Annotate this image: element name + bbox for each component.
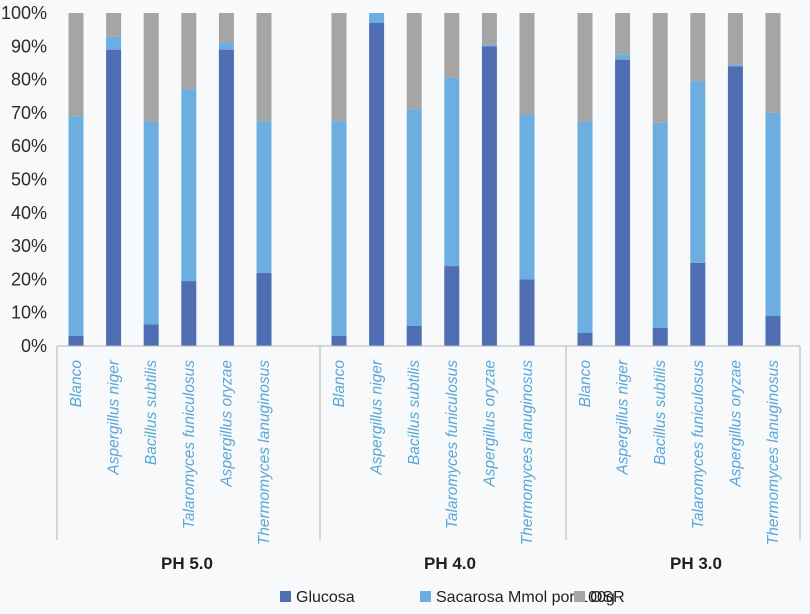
bar-segment-glucosa <box>652 327 668 346</box>
bar-segment-sacarosa <box>106 36 122 50</box>
bar-segment-sacarosa <box>218 42 234 50</box>
y-tick-label: 60% <box>11 136 47 156</box>
bar-segment-osr <box>690 13 706 82</box>
bar-segment-sacarosa <box>577 121 593 333</box>
x-axis: Blanco Aspergillus niger Bacillus subtilis… <box>56 345 801 573</box>
category-label: Blanco <box>68 360 85 408</box>
category-label: Talaromyces funiculosus <box>181 360 198 529</box>
bar-segment-osr <box>181 13 197 90</box>
bar-segment-glucosa <box>765 316 781 346</box>
bar-segment-glucosa <box>106 49 122 346</box>
category-label: Thermomyces lanuginosus <box>256 360 273 545</box>
y-tick-label: 0% <box>21 336 47 356</box>
bar-segment-glucosa <box>181 281 197 346</box>
bar-segment-osr <box>444 13 460 78</box>
legend-label: Glucosa <box>296 589 355 606</box>
bar-segment-glucosa <box>369 22 385 347</box>
bar-segment-sacarosa <box>369 13 385 23</box>
bar-segment-osr <box>727 13 743 65</box>
bar-segment-glucosa <box>406 326 422 346</box>
category-label: Aspergillus oryzae <box>218 360 235 488</box>
bar-segment-osr <box>143 13 159 122</box>
bar-segment-sacarosa <box>331 121 347 337</box>
category-label: Bacillus subtilis <box>143 360 160 465</box>
bar-segment-osr <box>615 13 631 55</box>
bar-segment-osr <box>106 13 122 37</box>
category-label: Thermomyces lanuginosus <box>765 360 782 545</box>
bar-segment-osr <box>68 13 84 117</box>
group-label: PH 4.0 <box>424 554 476 573</box>
bar-segment-sacarosa <box>444 77 460 267</box>
bar-segment-sacarosa <box>143 121 159 325</box>
y-tick-label: 20% <box>11 269 47 289</box>
category-label: Talaromyces funiculosus <box>444 360 461 529</box>
bar-segment-glucosa <box>68 336 84 346</box>
legend-swatch <box>280 591 291 602</box>
legend-swatch <box>420 591 431 602</box>
bar-segment-sacarosa <box>256 121 272 273</box>
bar-segment-osr <box>519 13 535 115</box>
bar-segment-sacarosa <box>690 81 706 263</box>
group-label: PH 5.0 <box>161 554 213 573</box>
bar-segment-glucosa <box>256 272 272 346</box>
bar-segment-osr <box>406 13 422 110</box>
bar-segment-sacarosa <box>615 54 631 60</box>
bar-segment-glucosa <box>690 262 706 346</box>
bar-segment-glucosa <box>218 49 234 346</box>
bar-segment-sacarosa <box>481 44 497 47</box>
bar-segment-sacarosa <box>519 114 535 280</box>
bar-segment-osr <box>481 13 497 45</box>
category-label: Aspergillus niger <box>106 359 123 475</box>
bar-segment-glucosa <box>577 332 593 346</box>
category-label: Blanco <box>331 360 348 408</box>
bar-segment-glucosa <box>481 46 497 347</box>
y-tick-label: 50% <box>11 170 47 190</box>
bar-segment-sacarosa <box>652 122 668 328</box>
bar-segment-osr <box>331 13 347 122</box>
y-tick-label: 90% <box>11 36 47 56</box>
y-tick-label: 10% <box>11 303 47 323</box>
category-label: Thermomyces lanuginosus <box>519 360 536 545</box>
y-axis: 0% 10% 20% 30% 40% 50% 60% 70% 80% 90% 100% <box>1 3 47 356</box>
y-tick-label: 40% <box>11 203 47 223</box>
legend-label: Sacarosa Mmol por 100g <box>436 589 615 606</box>
bar-segment-sacarosa <box>181 89 197 282</box>
bar-segment-sacarosa <box>765 112 781 317</box>
y-tick-label: 30% <box>11 236 47 256</box>
category-label: Bacillus subtilis <box>406 360 423 465</box>
bar-segment-sacarosa <box>406 109 422 327</box>
bar-segment-osr <box>256 13 272 122</box>
bar-segment-osr <box>577 13 593 122</box>
y-tick-label: 70% <box>11 103 47 123</box>
bar-segment-sacarosa <box>68 116 84 337</box>
bar-segment-sacarosa <box>727 64 743 67</box>
category-label: Blanco <box>577 360 594 408</box>
legend-label: OSR <box>590 589 625 606</box>
bar-segment-osr <box>652 13 668 123</box>
group-label: PH 3.0 <box>670 554 722 573</box>
bar-segment-glucosa <box>444 266 460 346</box>
bar-segment-osr <box>765 13 781 113</box>
category-label: Aspergillus oryzae <box>727 360 744 488</box>
bars <box>68 13 781 347</box>
category-label: Talaromyces funiculosus <box>690 360 707 529</box>
bar-segment-glucosa <box>615 59 631 347</box>
category-label: Aspergillus oryzae <box>481 360 498 488</box>
bar-segment-glucosa <box>331 336 347 346</box>
bar-segment-glucosa <box>143 324 159 346</box>
bar-segment-osr <box>218 13 234 43</box>
bar-segment-glucosa <box>519 279 535 346</box>
category-label: Aspergillus niger <box>615 359 632 475</box>
bar-segment-glucosa <box>727 66 743 346</box>
y-tick-label: 100% <box>1 3 47 23</box>
legend-swatch <box>574 591 585 602</box>
y-tick-label: 80% <box>11 70 47 90</box>
category-label: Bacillus subtilis <box>652 360 669 465</box>
category-label: Aspergillus niger <box>369 359 386 475</box>
